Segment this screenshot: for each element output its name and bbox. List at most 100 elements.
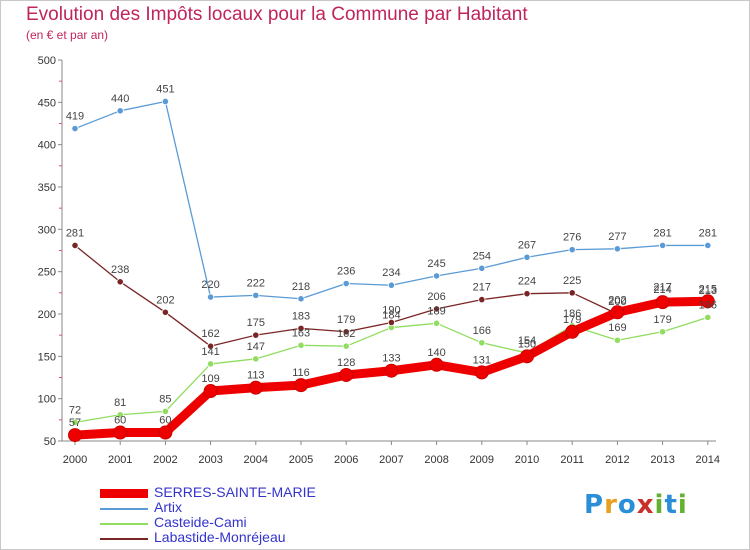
data-point <box>432 272 441 280</box>
logo-letter: o <box>617 490 637 520</box>
data-point <box>523 290 531 298</box>
data-label: 217 <box>653 282 671 294</box>
data-point <box>568 246 576 254</box>
legend-label: Artix <box>154 499 182 515</box>
data-label: 179 <box>337 314 355 326</box>
data-point <box>704 241 712 250</box>
data-label: 214 <box>653 284 671 296</box>
data-point <box>568 289 576 297</box>
data-label: 162 <box>337 328 355 340</box>
data-label: 190 <box>382 304 400 316</box>
data-point <box>248 380 263 395</box>
data-label: 147 <box>247 341 265 353</box>
data-label: 179 <box>563 314 581 326</box>
data-label: 202 <box>608 294 626 306</box>
data-point <box>203 384 218 399</box>
chart-axes: 50 100 150 200 250 300 350 400 450 500 2000 2001 200… <box>38 55 720 466</box>
legend-swatch-casteide-cami <box>100 523 148 525</box>
x-tick-label: 2004 <box>244 454 268 466</box>
data-label: 277 <box>608 231 626 243</box>
data-label: 154 <box>518 335 536 347</box>
data-label: 215 <box>699 283 717 295</box>
data-point <box>252 331 260 339</box>
y-tick-label: 50 <box>44 436 56 448</box>
data-point <box>71 124 79 133</box>
legend-label: Casteide-Cami <box>154 514 247 530</box>
chart-title: Evolution des Impôts locaux pour la Comm… <box>26 4 528 25</box>
data-label: 281 <box>699 227 717 239</box>
data-label: 57 <box>69 417 81 429</box>
data-point <box>387 281 395 289</box>
data-point <box>161 308 169 316</box>
legend-swatch-artix <box>100 508 148 510</box>
data-label: 186 <box>563 308 581 320</box>
data-label: 200 <box>608 296 626 308</box>
x-tick-label: 2003 <box>198 454 222 466</box>
data-point <box>704 313 712 321</box>
data-label: 236 <box>337 266 355 278</box>
data-point <box>613 245 622 253</box>
data-point <box>68 428 82 443</box>
data-label: 202 <box>156 294 174 306</box>
data-point <box>474 365 489 380</box>
data-point <box>520 349 534 364</box>
data-point <box>384 363 399 378</box>
data-point <box>339 367 354 382</box>
data-label: 128 <box>337 357 355 369</box>
legend-swatch-labastide-monrejeau <box>100 538 148 540</box>
y-tick-label: 150 <box>38 351 56 363</box>
x-tick-label: 2010 <box>515 454 539 466</box>
data-label: 133 <box>382 353 400 365</box>
data-point <box>252 291 260 299</box>
y-tick-label: 400 <box>38 140 56 152</box>
data-label: 150 <box>518 338 536 350</box>
y-tick-label: 200 <box>38 309 56 321</box>
data-label: 276 <box>563 232 581 244</box>
data-label: 218 <box>292 281 310 293</box>
data-label: 175 <box>247 317 265 329</box>
data-point <box>478 296 486 304</box>
data-label: 60 <box>159 415 171 427</box>
data-point <box>113 425 128 440</box>
data-label: 222 <box>247 277 265 289</box>
data-point <box>207 360 215 368</box>
x-tick-label: 2002 <box>153 454 177 466</box>
x-tick-label: 2001 <box>108 454 132 466</box>
x-tick-label: 2012 <box>605 454 629 466</box>
y-tick-label: 450 <box>38 97 56 109</box>
data-label: 267 <box>518 239 536 251</box>
data-label: 179 <box>653 314 671 326</box>
data-point <box>565 324 580 339</box>
data-label: 85 <box>159 393 171 405</box>
series-layer <box>68 97 715 443</box>
data-point <box>294 378 308 393</box>
data-label: 281 <box>653 227 671 239</box>
data-point <box>478 339 486 347</box>
data-label: 254 <box>473 250 491 262</box>
data-label: 60 <box>114 415 126 427</box>
x-tick-label: 2013 <box>650 454 674 466</box>
data-label: 225 <box>563 275 581 287</box>
y-tick-label: 300 <box>38 224 56 236</box>
x-tick-label: 2009 <box>470 454 494 466</box>
data-point <box>655 295 670 310</box>
data-point <box>71 241 79 250</box>
data-label: 220 <box>201 279 219 291</box>
data-point <box>71 418 79 426</box>
data-point <box>432 305 441 313</box>
logo-letter: P <box>584 490 605 520</box>
data-label: 81 <box>114 397 126 409</box>
x-tick-label: 2005 <box>289 454 313 466</box>
data-point <box>658 241 667 250</box>
x-tick-label: 2007 <box>379 454 403 466</box>
chart-subtitle: (en € et par an) <box>26 28 109 42</box>
data-label: 213 <box>699 285 717 297</box>
x-tick-label: 2000 <box>63 454 87 466</box>
proxiti-logo: Proxiti <box>584 490 688 520</box>
data-label: 113 <box>247 370 265 382</box>
data-point <box>429 357 444 372</box>
data-label: 109 <box>201 373 219 385</box>
data-point <box>161 407 169 415</box>
y-tick-label: 350 <box>38 182 56 194</box>
